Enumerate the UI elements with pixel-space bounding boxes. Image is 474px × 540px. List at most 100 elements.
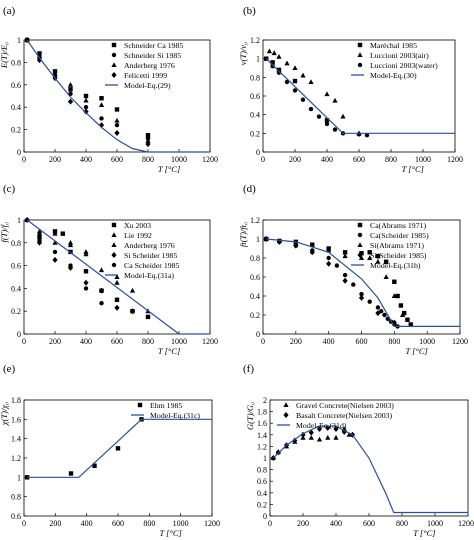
x-tick-label: 1000: [173, 519, 189, 528]
data-point: [382, 312, 387, 318]
model-line: [26, 39, 210, 153]
x-tick-label: 400: [80, 337, 92, 346]
y-tick-label: 1: [17, 36, 21, 45]
y-tick-label: 1: [263, 454, 267, 463]
y-tick-label: 0: [263, 512, 267, 521]
data-point: [114, 279, 120, 285]
panel-label: (c): [3, 183, 16, 195]
data-point: [340, 113, 346, 119]
data-point: [332, 97, 338, 103]
data-point: [367, 250, 372, 255]
data-point: [67, 240, 74, 245]
y-axis-label: ft(T)/ft₀: [238, 222, 248, 247]
y-tick-label: 1.2: [11, 454, 21, 463]
data-point: [114, 122, 120, 128]
y-tick-label: 0.4: [11, 103, 21, 112]
data-point: [67, 264, 74, 271]
x-tick-label: 800: [142, 155, 154, 164]
legend-swatch: [111, 232, 117, 237]
data-point: [271, 50, 277, 56]
data-point: [52, 249, 58, 255]
data-point: [83, 93, 89, 99]
data-point: [332, 127, 338, 132]
data-point: [401, 310, 407, 316]
y-tick-label: 0.8: [11, 239, 21, 248]
series: [266, 48, 362, 136]
data-point: [145, 133, 151, 138]
x-tick-label: 0: [261, 155, 265, 164]
x-tick-label: 400: [323, 337, 335, 346]
legend-swatch: [111, 72, 117, 78]
legend-label: Schneider Si 1985: [124, 51, 181, 60]
plot-frame: [262, 219, 461, 335]
legend-swatch: [111, 222, 117, 228]
data-point: [375, 259, 381, 264]
data-point: [129, 308, 136, 315]
data-point: [300, 72, 306, 78]
x-tick-label: 200: [297, 519, 309, 528]
x-tick-label: 1000: [171, 155, 187, 164]
legend-swatch: [111, 62, 117, 67]
data-point: [316, 436, 323, 442]
data-point: [83, 105, 89, 110]
data-point: [358, 294, 365, 301]
x-tick-label: 1200: [202, 337, 218, 346]
data-point: [324, 121, 330, 127]
data-point: [83, 269, 89, 274]
data-point: [98, 102, 105, 107]
legend-label: Luccioni 2003(air): [370, 51, 429, 60]
y-tick-label: 1.6: [11, 415, 21, 424]
panel-label: (e): [3, 363, 16, 375]
data-point: [324, 118, 330, 123]
data-point: [310, 242, 315, 247]
data-point: [391, 319, 397, 326]
data-point: [293, 242, 299, 249]
y-tick-label: 1.2: [250, 216, 260, 225]
legend-swatch: [111, 262, 117, 268]
data-point: [367, 255, 373, 260]
data-point: [83, 286, 89, 291]
legend-label: Ca(Scheider 1985): [370, 231, 429, 240]
data-point: [52, 70, 58, 76]
legend-label: Model-Eq.(31b): [370, 261, 421, 270]
model-line: [266, 238, 460, 327]
legend-label: Si Scheider 1985: [124, 251, 177, 260]
legend-label: Ca(Abrams 1971): [370, 221, 426, 230]
x-axis-label: T [°C]: [405, 346, 427, 356]
data-point: [379, 309, 384, 314]
data-point: [316, 114, 322, 119]
y-tick-label: 0.2: [250, 311, 260, 320]
x-tick-label: 0: [22, 155, 26, 164]
model-line: [265, 58, 455, 134]
x-tick-label: 200: [49, 155, 61, 164]
data-point: [52, 256, 58, 263]
data-point: [308, 106, 314, 112]
data-point: [99, 96, 104, 101]
x-tick-label: 1000: [171, 337, 187, 346]
data-point: [98, 122, 105, 129]
legend-label: Luccioni 2003(water): [370, 61, 438, 70]
data-point: [342, 272, 348, 278]
y-tick-label: 0.2: [250, 129, 260, 138]
data-point: [145, 314, 151, 320]
y-tick-label: 1: [256, 55, 260, 64]
data-point: [351, 282, 356, 287]
series: [26, 219, 210, 335]
y-axis-label: G(T)/G₀: [245, 402, 255, 430]
y-tick-label: 0.2: [11, 126, 21, 135]
x-axis-label: T [°C]: [413, 528, 435, 538]
legend-swatch: [283, 412, 289, 418]
data-point: [309, 249, 315, 256]
x-axis-label: T [°C]: [158, 164, 180, 174]
x-tick-label: 800: [385, 155, 397, 164]
x-tick-label: 200: [290, 337, 302, 346]
legend: Ca(Abrams 1971)Ca(Scheider 1985)Si(Abram…: [351, 221, 429, 270]
y-tick-label: 0.6: [11, 81, 21, 90]
data-point: [292, 88, 298, 93]
legend-swatch: [137, 402, 143, 408]
y-tick-label: 0.6: [250, 92, 260, 101]
legend-swatch: [357, 52, 363, 57]
data-point: [408, 322, 413, 327]
